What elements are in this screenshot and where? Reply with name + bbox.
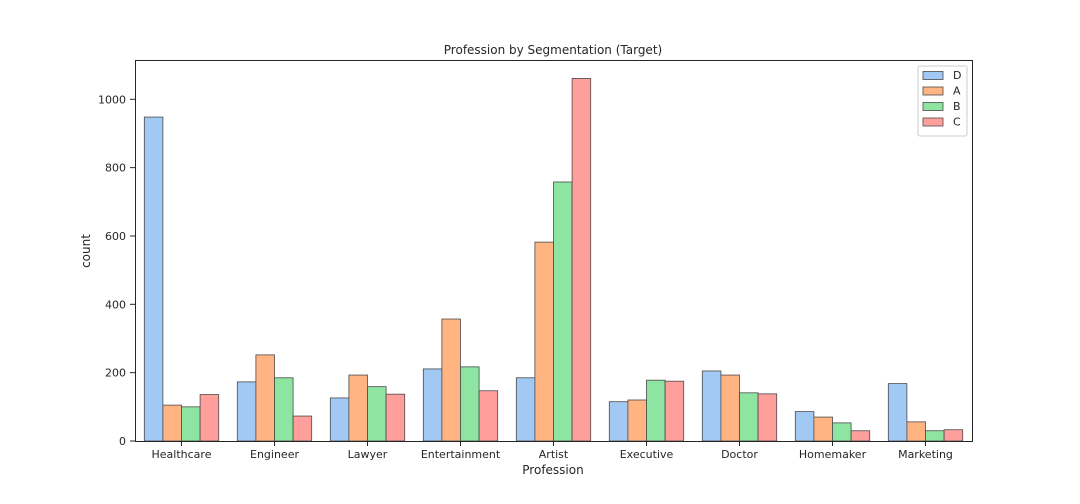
x-axis: Healthcare Engineer Lawyer Entertainment Art… [152, 441, 953, 461]
bar-A-lawyer [348, 374, 368, 442]
chart-title: Profession by Segmentation (Target) [444, 43, 662, 57]
bar-A-executive [627, 399, 647, 442]
bar-B-marketing [925, 430, 945, 442]
x-tick-label-healthcare: Healthcare [152, 448, 212, 461]
y-tick-label: 0 [119, 435, 126, 448]
bar-A-homemaker [813, 416, 833, 442]
y-tick-label: 200 [105, 367, 126, 380]
x-tick-label-entertainment: Entertainment [421, 448, 501, 461]
bar-D-homemaker [794, 411, 815, 442]
bar-B-entertainment [460, 366, 480, 442]
legend-label-A: A [953, 85, 961, 98]
bar-A-artist [534, 241, 554, 442]
bar-D-healthcare [143, 116, 164, 442]
legend-swatch-A [922, 86, 944, 96]
y-axis-label: count [79, 234, 93, 268]
bar-C-lawyer [385, 393, 406, 442]
x-tick-label-lawyer: Lawyer [348, 448, 388, 461]
y-tick-label: 1000 [98, 93, 126, 106]
bar-C-healthcare [199, 394, 220, 442]
plot-frame [135, 60, 973, 442]
bar-D-artist [515, 377, 536, 442]
bar-A-healthcare [162, 404, 182, 442]
bar-B-homemaker [832, 422, 852, 442]
x-tick-label-doctor: Doctor [721, 448, 758, 461]
bar-A-doctor [720, 374, 740, 442]
y-tick-label: 600 [105, 230, 126, 243]
bar-C-doctor [757, 393, 778, 442]
bar-C-engineer [292, 415, 313, 442]
bar-D-executive [608, 401, 629, 442]
y-axis: 0 200 400 600 800 1000 [98, 93, 135, 448]
bar-B-engineer [274, 377, 294, 442]
bar-B-healthcare [181, 406, 201, 442]
x-tick-label-artist: Artist [539, 448, 569, 461]
bar-B-doctor [739, 392, 759, 442]
legend-swatch-C [922, 117, 944, 127]
bar-C-artist [571, 78, 592, 442]
bars-group [143, 78, 964, 442]
x-tick-label-engineer: Engineer [250, 448, 299, 461]
bar-D-doctor [701, 370, 722, 442]
bar-B-artist [553, 181, 573, 442]
y-tick-label: 400 [105, 298, 126, 311]
bar-B-lawyer [367, 386, 387, 442]
x-axis-label: Profession [522, 463, 583, 477]
bar-C-entertainment [478, 390, 499, 442]
bar-D-engineer [236, 381, 257, 442]
bar-B-executive [646, 379, 666, 442]
x-tick-label-executive: Executive [620, 448, 674, 461]
bar-D-entertainment [422, 368, 443, 442]
bar-C-homemaker [850, 430, 871, 442]
bar-A-engineer [255, 354, 275, 442]
bar-A-entertainment [441, 318, 461, 442]
x-tick-label-marketing: Marketing [898, 448, 953, 461]
bar-D-marketing [887, 383, 908, 442]
y-tick-label: 800 [105, 162, 126, 175]
bar-A-marketing [906, 421, 926, 442]
bar-D-lawyer [329, 397, 350, 442]
legend-label-C: C [953, 116, 961, 129]
legend-label-B: B [953, 100, 961, 113]
x-tick-label-homemaker: Homemaker [799, 448, 867, 461]
legend-swatch-B [922, 102, 944, 111]
bar-C-executive [664, 380, 685, 442]
legend-swatch-D [922, 71, 944, 80]
legend-label-D: D [953, 69, 961, 82]
bar-C-marketing [943, 429, 964, 442]
